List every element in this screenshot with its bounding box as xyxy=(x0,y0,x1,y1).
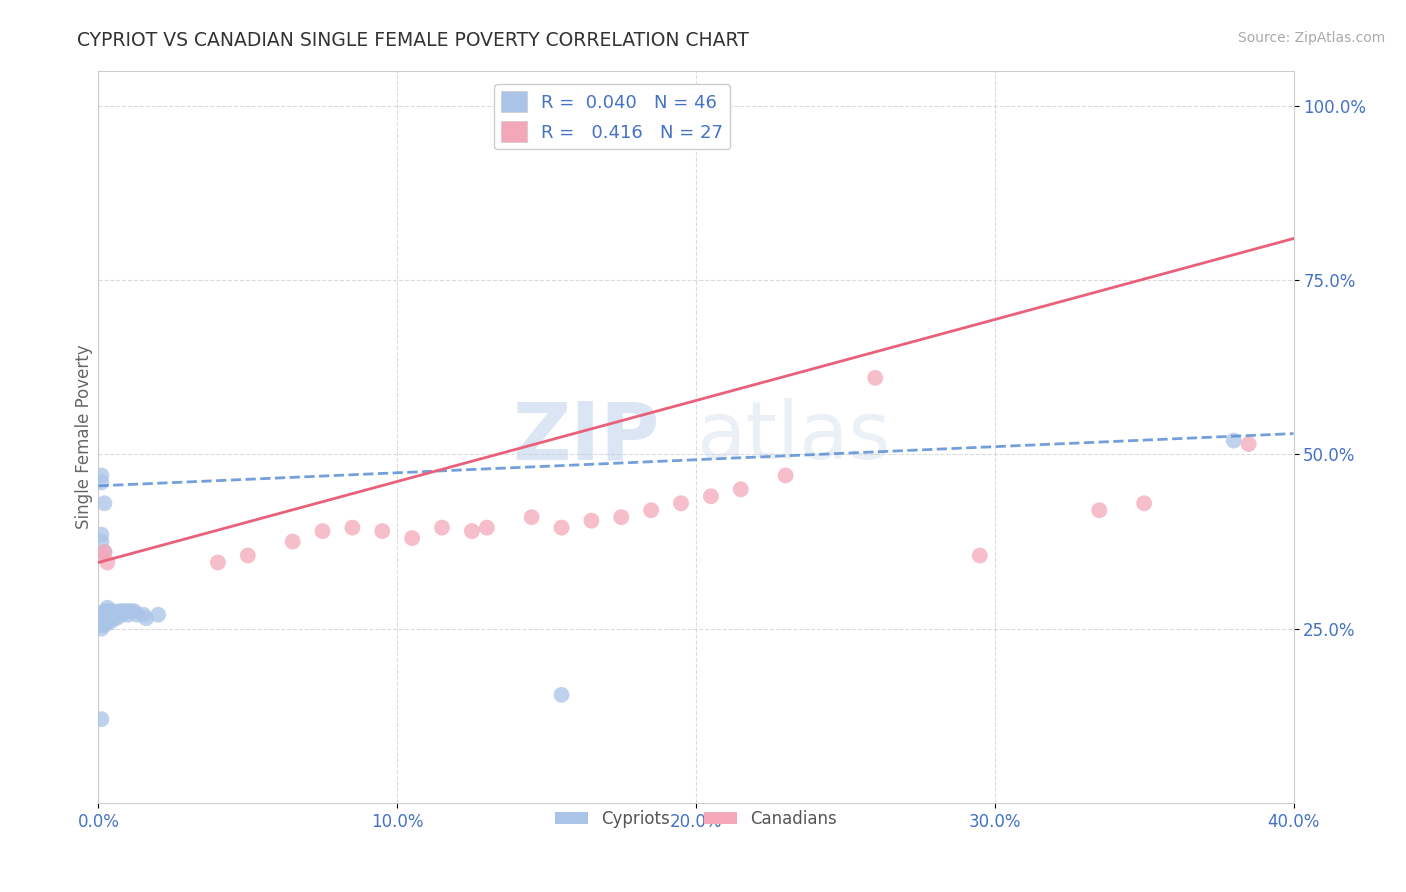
Point xyxy=(207,556,229,570)
Point xyxy=(103,607,125,622)
Point xyxy=(93,611,115,625)
Point xyxy=(114,604,136,618)
Point xyxy=(96,556,118,570)
Point xyxy=(90,549,112,563)
Point xyxy=(117,604,139,618)
Point xyxy=(93,615,115,629)
Point xyxy=(1223,434,1246,448)
Point xyxy=(108,604,131,618)
Point xyxy=(461,524,484,538)
Point xyxy=(132,607,155,622)
Point xyxy=(120,604,142,618)
Point xyxy=(127,607,149,622)
Point xyxy=(640,503,662,517)
Point xyxy=(98,604,122,618)
Point xyxy=(124,604,146,618)
Point xyxy=(105,611,128,625)
Point xyxy=(93,607,115,622)
Point xyxy=(93,545,115,559)
Point xyxy=(96,600,118,615)
Point xyxy=(401,531,423,545)
Point xyxy=(1133,496,1156,510)
Point xyxy=(93,618,115,632)
Point xyxy=(90,607,112,622)
Point xyxy=(117,607,139,622)
Point xyxy=(550,521,572,535)
Text: Source: ZipAtlas.com: Source: ZipAtlas.com xyxy=(1237,31,1385,45)
Text: atlas: atlas xyxy=(696,398,890,476)
Point xyxy=(90,611,112,625)
Point xyxy=(96,604,118,618)
Point xyxy=(135,611,157,625)
Point xyxy=(90,534,112,549)
Point xyxy=(520,510,543,524)
Point xyxy=(969,549,991,563)
Point xyxy=(103,604,125,618)
Y-axis label: Single Female Poverty: Single Female Poverty xyxy=(75,345,93,529)
Point xyxy=(90,622,112,636)
Point xyxy=(90,615,112,629)
Point xyxy=(90,712,112,726)
Point xyxy=(98,611,122,625)
Point xyxy=(98,615,122,629)
Point xyxy=(90,618,112,632)
Point xyxy=(342,521,364,535)
Text: ZIP: ZIP xyxy=(513,398,661,476)
Point xyxy=(90,468,112,483)
Text: CYPRIOT VS CANADIAN SINGLE FEMALE POVERTY CORRELATION CHART: CYPRIOT VS CANADIAN SINGLE FEMALE POVERT… xyxy=(77,31,749,50)
Point xyxy=(90,475,112,490)
Point xyxy=(475,521,498,535)
Point xyxy=(98,607,122,622)
Point xyxy=(96,615,118,629)
Point xyxy=(775,468,797,483)
Point xyxy=(581,514,603,528)
Point xyxy=(610,510,633,524)
Point xyxy=(430,521,453,535)
Legend: Cypriots, Canadians: Cypriots, Canadians xyxy=(548,804,844,835)
Point xyxy=(700,489,723,503)
Point xyxy=(371,524,394,538)
Point xyxy=(103,611,125,625)
Point xyxy=(93,496,115,510)
Point xyxy=(105,607,128,622)
Point xyxy=(865,371,887,385)
Point xyxy=(111,604,134,618)
Point xyxy=(550,688,572,702)
Point xyxy=(90,527,112,541)
Point xyxy=(93,545,115,559)
Point xyxy=(1088,503,1111,517)
Point xyxy=(236,549,259,563)
Point xyxy=(669,496,692,510)
Point xyxy=(148,607,170,622)
Point xyxy=(93,604,115,618)
Point xyxy=(108,607,131,622)
Point xyxy=(96,607,118,622)
Point xyxy=(1237,437,1260,451)
Point xyxy=(730,483,752,497)
Point xyxy=(96,611,118,625)
Point xyxy=(311,524,333,538)
Point xyxy=(111,607,134,622)
Point xyxy=(281,534,304,549)
